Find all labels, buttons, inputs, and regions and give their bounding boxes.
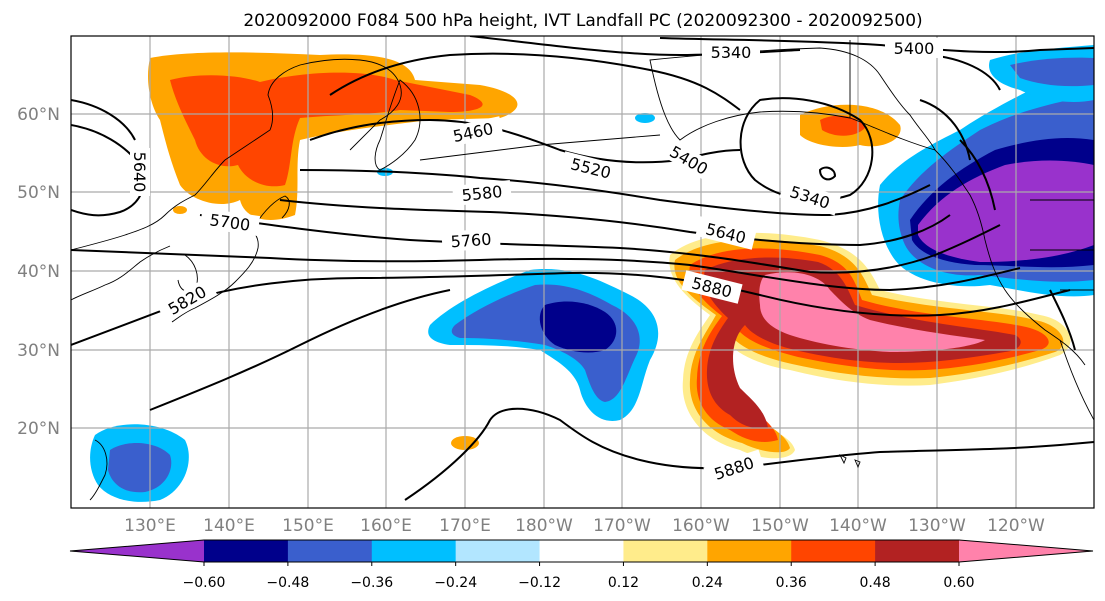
lon-tick-label: 150°E	[282, 516, 334, 536]
positive-anomaly-alaska	[800, 104, 901, 147]
colorbar-tick-label: −0.12	[518, 575, 561, 591]
colorbar-tick-label: 0.12	[608, 575, 639, 591]
colorbar-segment	[455, 540, 541, 562]
colorbar-segment	[875, 540, 960, 562]
contour-label: 5760	[450, 230, 492, 252]
lat-tick-label: 50°N	[17, 183, 60, 203]
colorbar-tick-label: −0.36	[350, 575, 393, 591]
lat-tick-label: 30°N	[17, 341, 60, 361]
colorbar-segment	[539, 540, 624, 562]
lat-tick-label: 40°N	[17, 262, 60, 282]
colorbar-segment	[371, 540, 457, 562]
colorbar-segment	[791, 540, 876, 562]
lon-tick-labels: 130°E 140°E 150°E 160°E 170°E 180°W 170°…	[124, 516, 1045, 536]
colorbar-tick-label: −0.48	[266, 575, 309, 591]
contour-label: 5400	[894, 39, 935, 58]
negative-anomaly-north-america	[878, 50, 1094, 297]
colorbar-extend-high	[959, 540, 1093, 562]
colorbar-segment	[287, 540, 373, 562]
map-title: 2020092000 F084 500 hPa height, IVT Land…	[243, 11, 922, 31]
lon-tick-label: 170°W	[593, 516, 651, 536]
colorbar-tick-label: 0.60	[943, 575, 974, 591]
negative-anomaly-philippine-sea	[90, 424, 189, 502]
lon-tick-label: 160°W	[672, 516, 730, 536]
negative-anomaly-north-america-top	[989, 45, 1094, 102]
small-negative-blob-2	[635, 113, 655, 123]
height-contours	[71, 36, 1094, 501]
colorbar-tick-label: 0.48	[860, 575, 891, 591]
small-positive-blob-2	[173, 206, 187, 214]
lon-tick-label: 160°E	[360, 516, 412, 536]
colorbar-segment	[204, 540, 289, 562]
colorbar-tick-label: 0.24	[692, 575, 723, 591]
contour-label: 5340	[711, 43, 752, 62]
coastlines	[71, 40, 1094, 501]
lon-tick-label: 120°W	[987, 516, 1045, 536]
map-frame	[70, 35, 1095, 509]
negative-anomaly-central-pacific	[428, 269, 659, 421]
colorbar-segment	[623, 540, 708, 562]
contour-labels: 5340 5400 5460 5520 5580 5640 5700 5760 …	[130, 38, 943, 487]
lat-tick-labels: 60°N 50°N 40°N 30°N 20°N	[17, 105, 60, 439]
lon-tick-label: 140°W	[829, 516, 887, 536]
positive-anomaly-north-pacific	[148, 52, 518, 221]
lat-tick-label: 60°N	[17, 105, 60, 125]
colorbar-tick-label: −0.60	[183, 575, 226, 591]
colorbar: −0.60 −0.48 −0.36 −0.24 −0.12 0.12 0.24 0.36 0.4…	[69, 539, 1094, 591]
colorbar-tick-label: 0.36	[776, 575, 807, 591]
lon-tick-label: 140°E	[203, 516, 255, 536]
lon-tick-label: 130°E	[124, 516, 176, 536]
colorbar-extend-low	[70, 540, 204, 562]
contour-label: 5580	[461, 182, 503, 205]
lat-tick-label: 20°N	[17, 419, 60, 439]
lon-tick-label: 130°W	[908, 516, 966, 536]
colorbar-segment	[707, 540, 792, 562]
colorbar-tick-label: −0.24	[434, 575, 477, 591]
lon-tick-label: 180°W	[515, 516, 573, 536]
lon-tick-label: 170°E	[439, 516, 491, 536]
lon-tick-label: 150°W	[751, 516, 809, 536]
contour-label: 5640	[130, 152, 149, 193]
